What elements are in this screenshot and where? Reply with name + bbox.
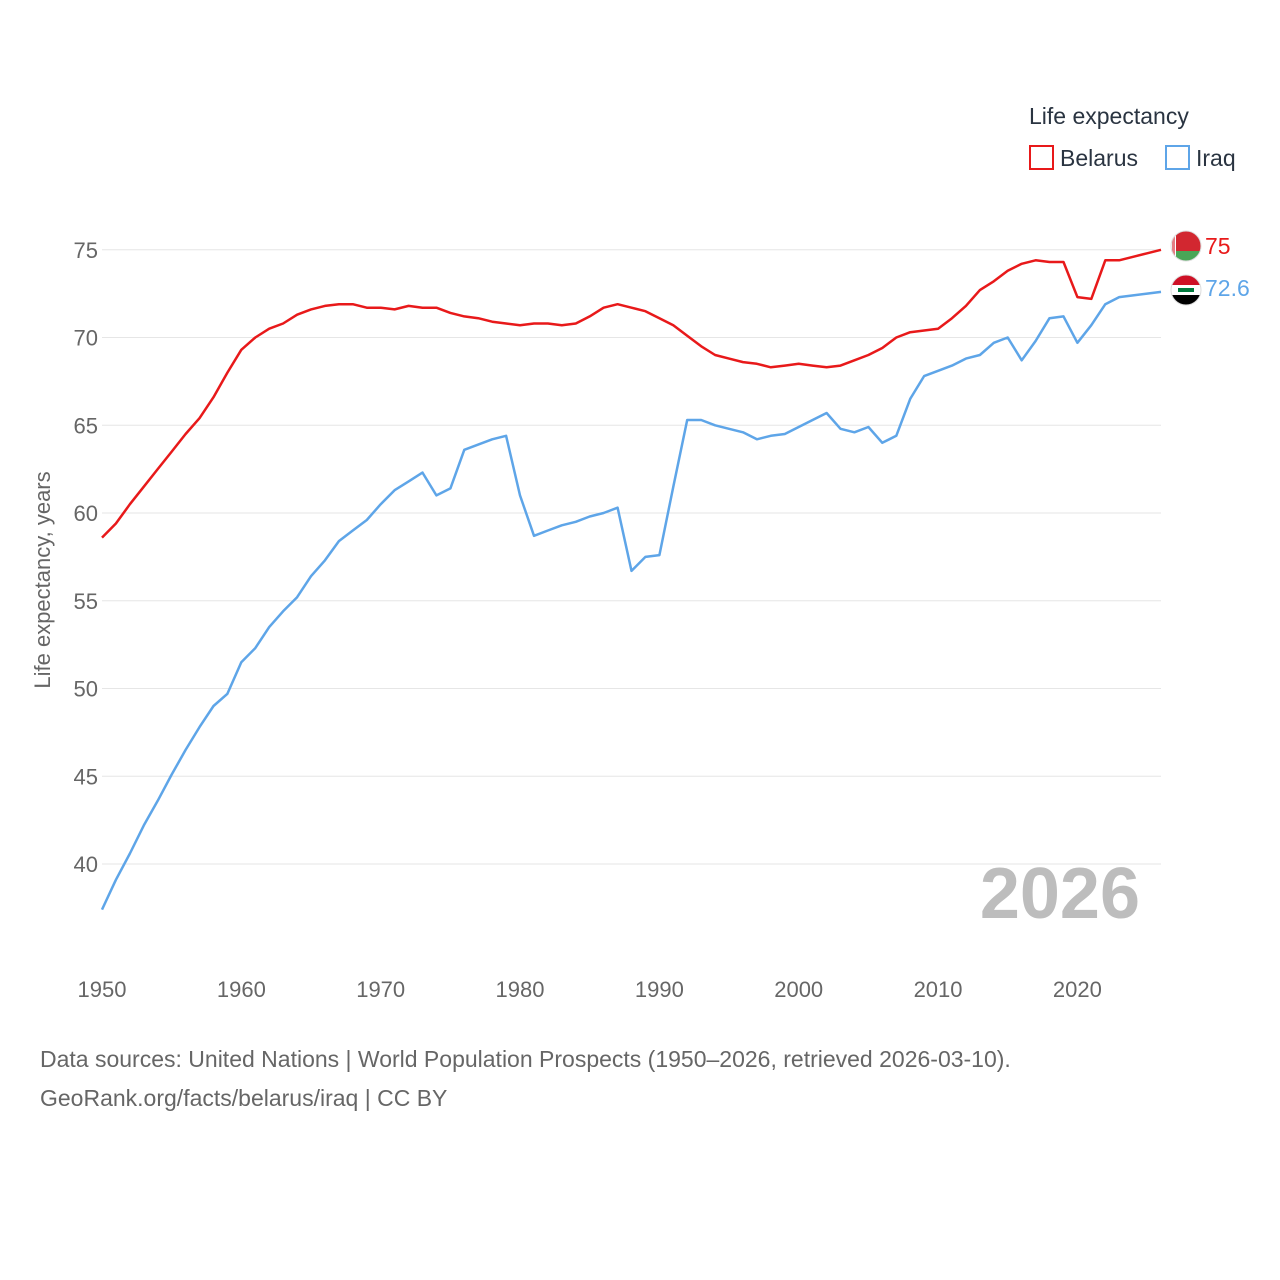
legend-swatch-belarus [1029, 145, 1054, 170]
legend-label-belarus: Belarus [1060, 145, 1138, 171]
end-value-belarus: 75 [1205, 233, 1231, 259]
belarus-flag-icon [1171, 231, 1201, 261]
y-axis-ticks: 40 45 50 55 60 65 70 75 [74, 238, 98, 877]
y-tick-label: 70 [74, 326, 98, 351]
x-tick-label: 1970 [356, 977, 405, 1002]
legend-item-belarus[interactable]: Belarus [1029, 145, 1138, 171]
source-note: Data sources: United Nations | World Pop… [40, 1040, 1011, 1118]
y-tick-label: 55 [74, 589, 98, 614]
gridlines [102, 249, 1161, 865]
x-axis-ticks: 1950 1960 1970 1980 1990 2000 2010 2020 [78, 977, 1102, 1002]
x-tick-label: 1980 [496, 977, 545, 1002]
y-tick-label: 65 [74, 413, 98, 438]
legend-label-iraq: Iraq [1196, 145, 1236, 171]
y-axis-label: Life expectancy, years [30, 471, 55, 688]
source-link[interactable]: GeoRank.org/facts/belarus/iraq | CC BY [40, 1085, 448, 1111]
iraq-flag-icon [1171, 275, 1201, 305]
y-tick-label: 60 [74, 501, 98, 526]
y-tick-label: 40 [74, 852, 98, 877]
y-tick-label: 45 [74, 764, 98, 789]
x-tick-label: 1950 [78, 977, 127, 1002]
year-stamp: 2026 [980, 854, 1140, 934]
x-tick-label: 2010 [914, 977, 963, 1002]
x-tick-label: 2020 [1053, 977, 1102, 1002]
series-line-iraq[interactable] [100, 290, 1162, 911]
legend: Life expectancy Belarus Iraq [1029, 103, 1236, 171]
series-line-belarus[interactable] [101, 248, 1162, 539]
legend-title: Life expectancy [1029, 103, 1189, 129]
x-tick-label: 2000 [774, 977, 823, 1002]
legend-swatch-iraq [1165, 145, 1190, 170]
legend-item-iraq[interactable]: Iraq [1165, 145, 1236, 171]
x-tick-label: 1960 [217, 977, 266, 1002]
end-value-iraq: 72.6 [1205, 275, 1250, 301]
y-tick-label: 50 [74, 677, 98, 702]
x-tick-label: 1990 [635, 977, 684, 1002]
y-tick-label: 75 [74, 238, 98, 263]
source-line: Data sources: United Nations | World Pop… [40, 1046, 1011, 1072]
